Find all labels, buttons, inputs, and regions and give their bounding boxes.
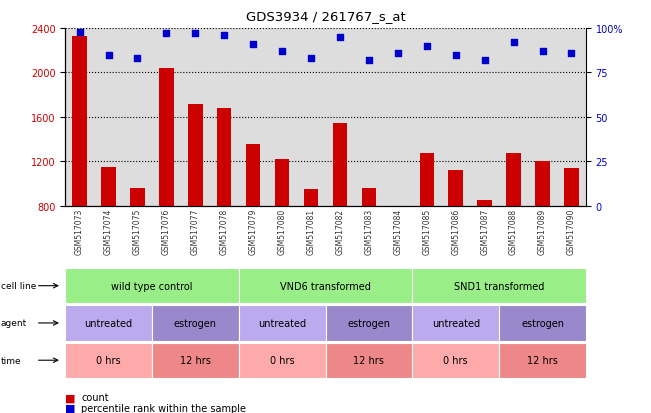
Point	[190, 31, 201, 38]
Point	[132, 56, 143, 62]
Text: 12 hrs: 12 hrs	[180, 355, 211, 366]
Point	[219, 33, 229, 39]
Text: percentile rank within the sample: percentile rank within the sample	[81, 403, 246, 413]
Text: untreated: untreated	[432, 318, 480, 328]
Bar	[362, 189, 376, 206]
Text: wild type control: wild type control	[111, 281, 193, 291]
Text: 12 hrs: 12 hrs	[353, 355, 384, 366]
Bar	[217, 109, 232, 206]
Point	[161, 31, 172, 38]
Text: ■: ■	[65, 392, 76, 402]
Bar	[391, 206, 405, 208]
Bar	[449, 171, 463, 206]
Text: untreated: untreated	[85, 318, 133, 328]
Point	[277, 49, 287, 55]
Point	[450, 52, 461, 59]
Bar	[535, 162, 549, 206]
Point	[479, 57, 490, 64]
Text: estrogen: estrogen	[348, 318, 391, 328]
Text: time: time	[1, 356, 21, 365]
Point	[335, 34, 345, 41]
Bar	[333, 123, 347, 206]
Bar	[246, 144, 260, 206]
Text: 0 hrs: 0 hrs	[96, 355, 121, 366]
Text: estrogen: estrogen	[174, 318, 217, 328]
Point	[364, 57, 374, 64]
Bar	[304, 190, 318, 206]
Point	[74, 29, 85, 36]
Point	[537, 49, 547, 55]
Bar	[564, 169, 579, 206]
Text: 12 hrs: 12 hrs	[527, 355, 558, 366]
Point	[248, 42, 258, 48]
Text: ■: ■	[65, 403, 76, 413]
Bar	[188, 104, 202, 206]
Text: GDS3934 / 261767_s_at: GDS3934 / 261767_s_at	[245, 10, 406, 23]
Text: SND1 transformed: SND1 transformed	[454, 281, 544, 291]
Text: cell line: cell line	[1, 282, 36, 290]
Text: estrogen: estrogen	[521, 318, 564, 328]
Point	[422, 43, 432, 50]
Text: 0 hrs: 0 hrs	[443, 355, 468, 366]
Bar	[506, 153, 521, 206]
Bar	[72, 37, 87, 207]
Text: 0 hrs: 0 hrs	[270, 355, 294, 366]
Point	[306, 56, 316, 62]
Text: agent: agent	[1, 319, 27, 328]
Text: untreated: untreated	[258, 318, 306, 328]
Point	[508, 40, 519, 46]
Point	[566, 50, 577, 57]
Bar	[477, 201, 492, 206]
Bar	[419, 153, 434, 206]
Text: VND6 transformed: VND6 transformed	[280, 281, 371, 291]
Bar	[275, 160, 289, 206]
Bar	[102, 168, 116, 206]
Point	[104, 52, 114, 59]
Bar	[159, 69, 174, 206]
Bar	[130, 189, 145, 206]
Text: count: count	[81, 392, 109, 402]
Point	[393, 50, 403, 57]
